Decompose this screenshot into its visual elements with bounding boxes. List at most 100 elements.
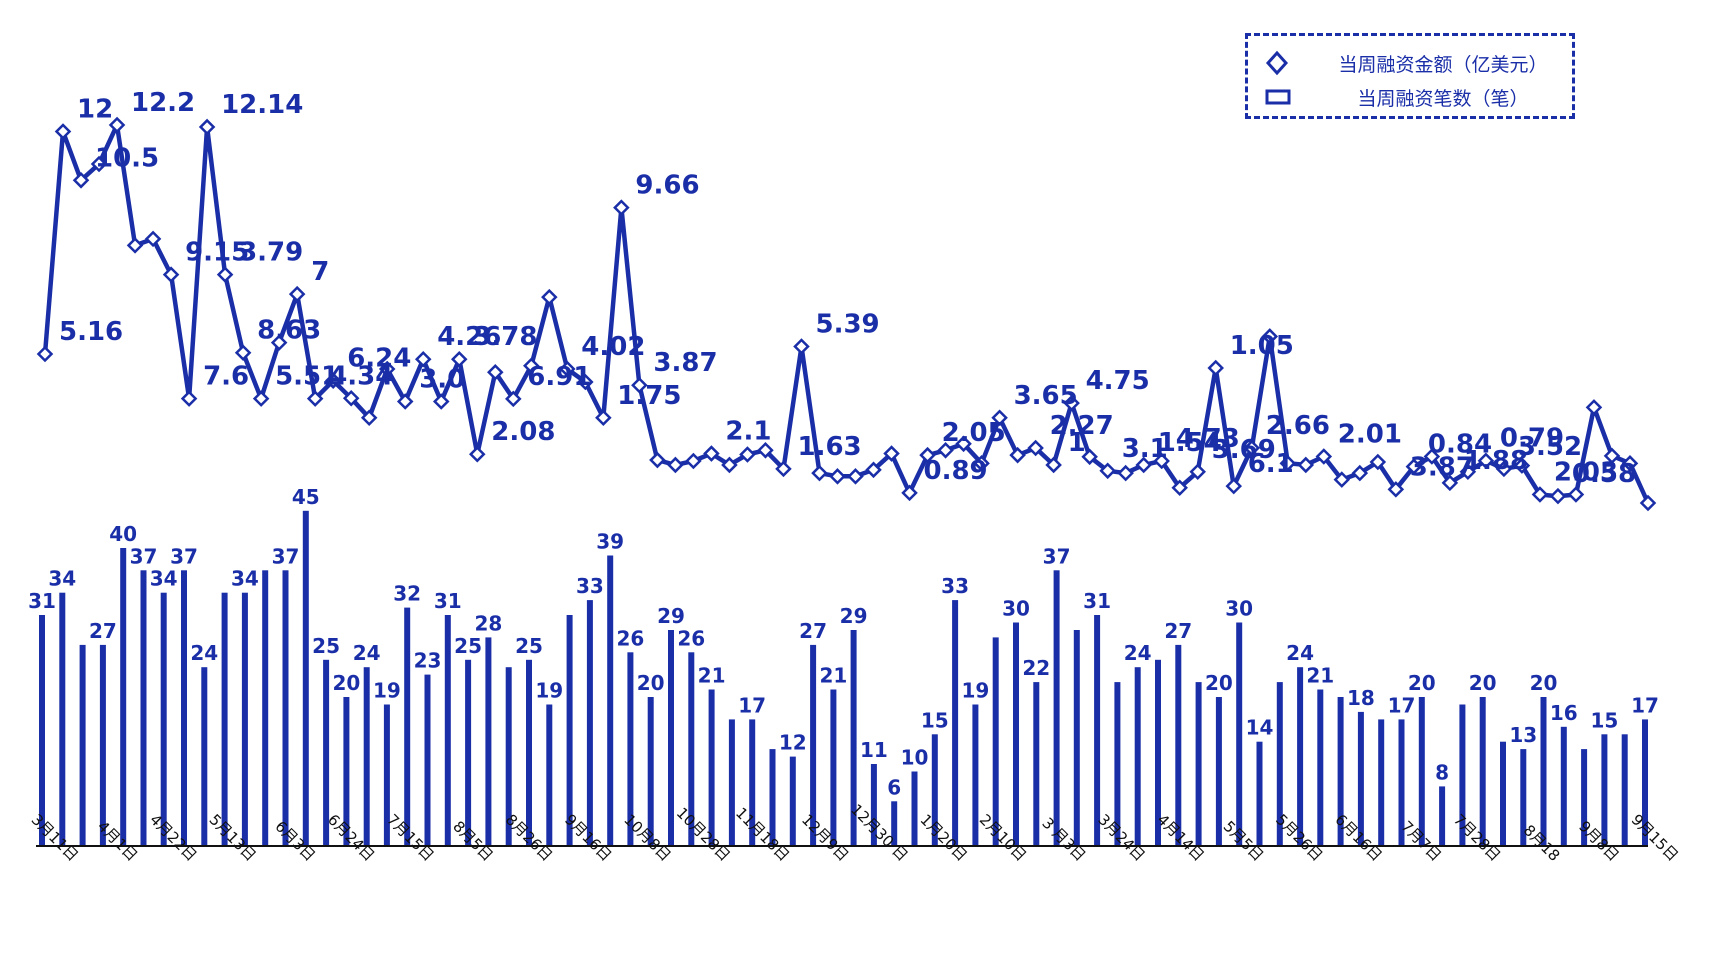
bar (1013, 622, 1019, 846)
bar (1378, 719, 1385, 847)
line-point-marker (559, 360, 576, 378)
line-point-label: 6.1 (1248, 449, 1294, 479)
bar (1073, 630, 1080, 847)
x-tick-label: 4月22日 (146, 811, 200, 865)
bar-value-label: 27 (1164, 619, 1192, 643)
bar-value-label: 29 (840, 604, 868, 628)
line-point-marker (144, 230, 162, 248)
line-point-marker (991, 409, 1008, 427)
bar (465, 659, 472, 847)
line-point-label: 3.0 (419, 365, 465, 395)
bar (323, 659, 330, 847)
x-tick-label: 2月10日 (976, 811, 1030, 865)
line-point-marker (469, 445, 486, 463)
bar (1195, 682, 1202, 846)
line-point-marker (360, 409, 378, 427)
line-series-amount (36, 116, 1657, 512)
bar (728, 719, 735, 847)
bar (769, 749, 776, 846)
line-point-marker (342, 389, 360, 407)
line-point-label: 1.05 (1230, 331, 1294, 361)
line-point-marker (1531, 486, 1549, 503)
bar (59, 592, 66, 846)
line-point-marker (937, 442, 954, 459)
line-point-marker (1351, 464, 1369, 482)
bar (810, 644, 817, 847)
bar-value-label: 26 (677, 626, 705, 650)
bar-value-label: 33 (576, 574, 604, 598)
line-point-marker (829, 468, 846, 485)
bar (444, 615, 451, 846)
line-point-marker (252, 390, 270, 407)
bar (120, 548, 127, 846)
bar (891, 801, 898, 846)
line-point-marker (90, 155, 108, 173)
bar-value-label: 37 (1043, 544, 1071, 568)
x-tick-label: 12月30 日 (847, 801, 911, 865)
line-point-marker (1585, 399, 1603, 416)
bar-value-label: 23 (414, 649, 442, 673)
line-point-marker (1369, 453, 1387, 471)
line-point-label: 5.16 (59, 317, 123, 347)
bar (688, 652, 695, 846)
bar (870, 764, 877, 846)
bar (972, 704, 979, 847)
line-point-label: 9.15 (185, 238, 249, 268)
bar (607, 555, 614, 847)
line-point-label: 2.1 (725, 417, 771, 447)
bar (79, 644, 86, 847)
bar (505, 667, 512, 846)
bar-value-label: 19 (373, 679, 401, 703)
bar (241, 592, 248, 846)
x-tick-label: 1月20日 (917, 811, 971, 865)
bar-value-label: 31 (1083, 589, 1111, 613)
line-point-marker (1441, 474, 1459, 492)
bar (668, 630, 674, 847)
bar-value-label: 8 (1435, 760, 1449, 784)
line-point-label: 0.58 (1572, 459, 1636, 489)
line-point-marker (126, 237, 144, 254)
bar-value-label: 34 (48, 567, 76, 591)
bar-value-label: 16 (1550, 701, 1578, 725)
line-point-marker (36, 345, 54, 363)
bar-value-labels: 3134274037343724343745252024193223312528… (28, 485, 1659, 800)
line-point-label: 3.87 (1410, 452, 1474, 482)
x-tick-label: 3月11日 (28, 811, 82, 865)
line-point-marker (1387, 481, 1405, 498)
line-point-label: 3.65 (1014, 381, 1078, 411)
bar-value-label: 30 (1225, 597, 1253, 621)
line-point-marker (883, 445, 900, 462)
line-point-marker (1081, 448, 1098, 466)
bar-value-label: 17 (1388, 693, 1416, 717)
line-point-label: 2.03 (1554, 458, 1618, 488)
line-point-label: 5.39 (816, 310, 880, 340)
bar-value-label: 33 (941, 574, 969, 598)
bar-value-label: 27 (89, 619, 117, 643)
line-point-marker (1279, 455, 1297, 472)
bar (1175, 644, 1182, 847)
bar-value-label: 15 (921, 708, 949, 732)
line-point-label: 0.89 (924, 456, 988, 486)
x-tick-label: 12月9日 (798, 811, 852, 865)
bar (99, 644, 106, 847)
bar (1276, 682, 1283, 846)
diamond-icon (1265, 50, 1289, 76)
line-point-marker (1099, 462, 1116, 480)
line-point-marker (487, 363, 504, 381)
bar (1033, 682, 1040, 846)
line-point-label: 1.88 (1464, 446, 1528, 476)
bar (1500, 741, 1506, 846)
line-point-marker (1549, 487, 1567, 505)
line-point-marker (973, 455, 990, 472)
line-point-label: 3.69 (1212, 435, 1276, 465)
line-point-marker (739, 446, 756, 463)
line-point-label: 10.5 (95, 143, 159, 173)
line-point-marker (1171, 479, 1188, 496)
line-point-marker (432, 393, 450, 410)
line-point-label: 4.73 (1176, 424, 1240, 454)
line-point-marker (450, 350, 468, 368)
bar-value-label: 31 (28, 589, 56, 613)
bar (201, 667, 208, 846)
line-point-label: 6.24 (347, 344, 411, 374)
line-point-label: 2.05 (942, 418, 1006, 448)
